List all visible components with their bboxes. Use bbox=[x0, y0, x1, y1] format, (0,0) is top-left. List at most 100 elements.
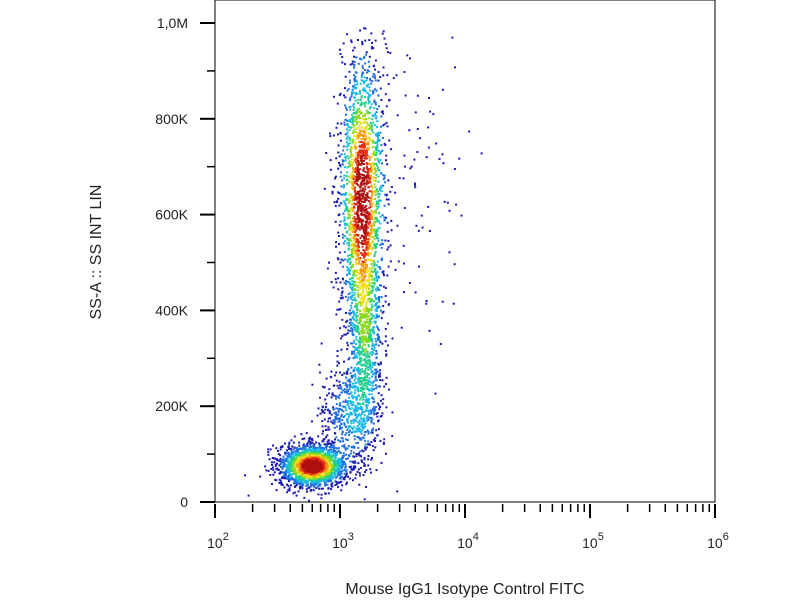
event-dot bbox=[324, 470, 327, 473]
event-dot bbox=[298, 444, 301, 447]
event-dot bbox=[317, 469, 320, 472]
event-dot bbox=[365, 306, 368, 309]
event-dot bbox=[386, 163, 389, 166]
event-dot bbox=[375, 469, 378, 472]
event-dot bbox=[359, 310, 362, 313]
event-dot bbox=[313, 474, 316, 477]
event-dot bbox=[317, 475, 320, 478]
event-dot bbox=[371, 351, 374, 354]
event-dot bbox=[362, 450, 365, 453]
event-dot bbox=[353, 243, 356, 246]
event-dot bbox=[315, 476, 318, 479]
event-dot bbox=[364, 239, 367, 242]
event-dot bbox=[290, 448, 292, 451]
event-dot bbox=[286, 483, 288, 486]
event-dot bbox=[345, 295, 347, 298]
event-dot bbox=[361, 313, 364, 316]
event-dot bbox=[305, 461, 308, 464]
event-dot bbox=[271, 463, 273, 466]
event-dot bbox=[358, 140, 360, 143]
event-dot bbox=[370, 420, 373, 422]
event-dot bbox=[364, 121, 367, 124]
event-dot bbox=[288, 487, 291, 490]
event-dot bbox=[307, 473, 310, 476]
event-dot bbox=[327, 462, 330, 465]
event-dot bbox=[357, 328, 360, 331]
event-dot bbox=[357, 284, 360, 287]
event-dot bbox=[369, 328, 372, 331]
event-dot bbox=[366, 415, 369, 418]
event-dot bbox=[365, 267, 368, 270]
event-dot bbox=[354, 329, 357, 332]
event-dot bbox=[358, 344, 361, 347]
event-dot bbox=[293, 481, 296, 484]
event-dot bbox=[373, 190, 375, 193]
event-dot bbox=[343, 251, 346, 254]
event-dot bbox=[364, 197, 367, 200]
event-dot bbox=[336, 463, 338, 466]
event-dot bbox=[337, 258, 340, 261]
event-dot bbox=[361, 426, 364, 429]
event-dot bbox=[287, 462, 290, 465]
event-dot bbox=[338, 474, 341, 476]
event-dot bbox=[376, 132, 379, 135]
event-dot bbox=[350, 174, 353, 177]
event-dot bbox=[274, 457, 277, 460]
event-dot bbox=[338, 48, 341, 51]
event-dot bbox=[365, 204, 368, 207]
event-dot bbox=[372, 397, 375, 400]
event-dot bbox=[374, 180, 377, 183]
event-dot bbox=[366, 246, 369, 249]
event-dot bbox=[353, 168, 356, 171]
event-dot bbox=[315, 483, 317, 486]
event-dot bbox=[348, 270, 351, 273]
event-dot bbox=[357, 242, 360, 244]
event-dot bbox=[324, 492, 327, 495]
event-dot bbox=[356, 234, 359, 237]
event-dot bbox=[311, 479, 314, 482]
event-dot bbox=[279, 460, 282, 463]
event-dot bbox=[380, 246, 383, 249]
event-dot bbox=[347, 445, 350, 448]
event-dot bbox=[364, 314, 367, 317]
event-dot bbox=[354, 146, 357, 149]
event-dot bbox=[344, 468, 347, 471]
event-dot bbox=[377, 428, 380, 431]
event-dot bbox=[354, 99, 357, 102]
event-dot bbox=[350, 214, 353, 217]
event-dot bbox=[374, 141, 377, 144]
event-dot bbox=[335, 407, 338, 410]
event-dot bbox=[358, 317, 361, 320]
event-dot bbox=[352, 210, 355, 213]
event-dot bbox=[375, 310, 378, 312]
event-dot bbox=[313, 460, 316, 463]
event-dot bbox=[304, 447, 307, 450]
event-dot bbox=[347, 325, 350, 328]
event-dot bbox=[349, 372, 352, 375]
event-dot bbox=[373, 183, 376, 186]
event-dot bbox=[352, 49, 355, 52]
event-dot bbox=[375, 276, 378, 278]
event-dot bbox=[341, 193, 344, 196]
event-dot bbox=[377, 159, 380, 162]
event-dot bbox=[325, 466, 328, 469]
event-dot bbox=[365, 238, 368, 240]
event-dot bbox=[359, 206, 362, 209]
event-dot bbox=[332, 286, 335, 289]
event-dot bbox=[320, 497, 323, 500]
event-dot bbox=[357, 102, 359, 104]
event-dot bbox=[322, 449, 325, 452]
event-dot bbox=[383, 218, 386, 221]
event-dot bbox=[324, 479, 327, 482]
event-dot bbox=[354, 299, 356, 301]
event-dot bbox=[382, 442, 385, 445]
event-dot bbox=[368, 352, 371, 355]
event-dot bbox=[271, 466, 274, 469]
event-dot bbox=[355, 218, 358, 221]
event-dot bbox=[347, 254, 350, 257]
event-dot bbox=[366, 112, 369, 115]
event-dot bbox=[368, 393, 371, 396]
event-dot bbox=[313, 443, 316, 446]
event-dot bbox=[331, 422, 334, 425]
event-dot bbox=[368, 279, 371, 282]
